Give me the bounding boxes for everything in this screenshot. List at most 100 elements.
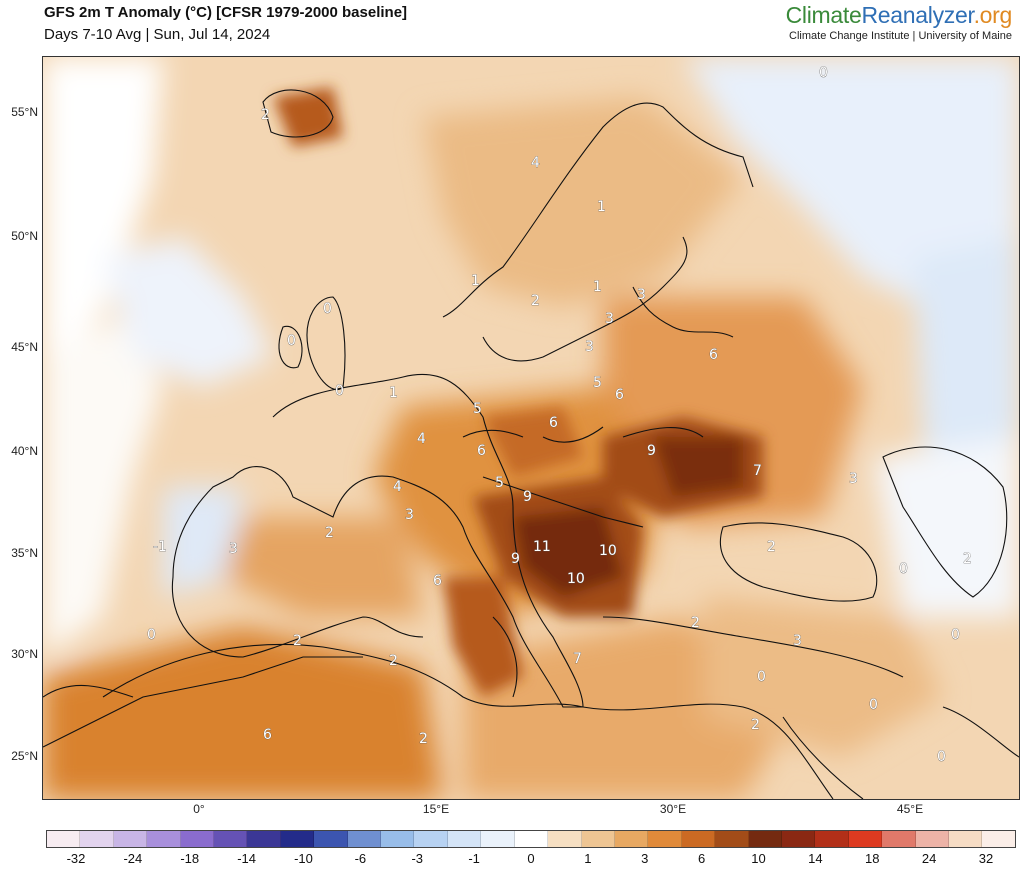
contour-label: 6 (263, 727, 272, 743)
colorbar-swatch (581, 831, 615, 847)
lat-label-55n: 55°N (11, 105, 38, 119)
contour-label: 6 (615, 387, 624, 403)
chart-title: GFS 2m T Anomaly (°C) [CFSR 1979-2000 ba… (44, 4, 408, 21)
contour-label: 5 (473, 401, 482, 417)
brand-part-reanalyzer: Reanalyzer (861, 2, 974, 28)
colorbar-tick-label: 0 (527, 851, 535, 866)
contour-label: 6 (549, 415, 558, 431)
contour-label: 5 (495, 475, 504, 491)
contour-label: 6 (433, 573, 442, 589)
colorbar-tick-label: -3 (411, 851, 424, 866)
colorbar-tick-label: -24 (123, 851, 143, 866)
contour-label: 4 (417, 431, 426, 447)
colorbar-swatch (882, 831, 916, 847)
colorbar-swatch (314, 831, 348, 847)
lat-label-35n: 35°N (11, 546, 38, 560)
contour-label: 1 (471, 273, 480, 289)
colorbar-tick-label: -10 (294, 851, 313, 866)
colorbar-swatch (113, 831, 148, 847)
contour-label: 6 (477, 443, 486, 459)
contour-label: 0 (899, 561, 908, 577)
colorbar-tick-label: -1 (468, 851, 480, 866)
contour-label: 2 (389, 653, 398, 669)
contour-label: 3 (793, 633, 802, 649)
contour-label: 0 (323, 301, 332, 317)
contour-labels: 2 0 0 4 1 1 2 1 0 3 3 0 3 5 6 1 5 6 4 6 … (147, 65, 973, 766)
brand-part-climate: Climate (785, 2, 862, 28)
colorbar-swatch (982, 831, 1015, 847)
colorbar-tick-label: 1 (584, 851, 592, 866)
colorbar-swatch (347, 831, 382, 847)
contour-label: 0 (869, 697, 878, 713)
contour-label: 0 (335, 383, 344, 399)
contour-label: 2 (325, 525, 334, 541)
contour-label: 1 (597, 199, 606, 215)
contour-label: 11 (533, 539, 551, 555)
colorbar-tick-label: -32 (66, 851, 86, 866)
contour-label: 10 (567, 571, 585, 587)
contour-label: 7 (753, 463, 762, 479)
colorbar-tick-label: 18 (865, 851, 880, 866)
contour-label: 0 (951, 627, 960, 643)
colorbar-swatch (280, 831, 315, 847)
anomaly-map: 2 0 0 4 1 1 2 1 0 3 3 0 3 5 6 1 5 6 4 6 … (42, 56, 1020, 800)
colorbar-tick-label: 24 (921, 851, 937, 866)
colorbar-swatch (548, 831, 582, 847)
colorbar-tick-label: -6 (354, 851, 367, 866)
contour-label: 3 (405, 507, 414, 523)
anomaly-map-svg: 2 0 0 4 1 1 2 1 0 3 3 0 3 5 6 1 5 6 4 6 … (43, 57, 1019, 799)
contour-label: 10 (599, 543, 617, 559)
contour-label: 0 (819, 65, 828, 81)
colorbar-swatch (247, 831, 281, 847)
contour-label: 2 (751, 717, 760, 733)
lat-label-50n: 50°N (11, 229, 38, 243)
contour-label: 5 (593, 375, 602, 391)
colorbar-swatch (681, 831, 716, 847)
contour-label: 2 (767, 539, 776, 555)
colorbar-swatch (648, 831, 682, 847)
contour-label: 9 (523, 489, 532, 505)
contour-label: 9 (511, 551, 520, 567)
contour-label: 2 (531, 293, 540, 309)
lon-label-30e: 30°E (659, 802, 687, 816)
contour-label: 2 (419, 731, 428, 747)
contour-label: 3 (585, 339, 594, 355)
colorbar-swatch (715, 831, 749, 847)
colorbar (46, 830, 1016, 848)
colorbar-swatch (481, 831, 515, 847)
lat-label-45n: 45°N (11, 340, 38, 354)
contour-label: 2 (691, 615, 700, 631)
contour-label: 2 (261, 107, 270, 123)
contour-label: 0 (287, 333, 296, 349)
colorbar-tick-label: 6 (698, 851, 706, 866)
lat-label-30n: 30°N (11, 647, 38, 661)
contour-label: 3 (605, 311, 614, 327)
colorbar-swatch (748, 831, 782, 847)
contour-label: 3 (229, 541, 238, 557)
brand-tagline: Climate Change Institute | University of… (789, 30, 1012, 42)
contour-label: 0 (757, 669, 766, 685)
colorbar-tick-label: 14 (808, 851, 823, 866)
colorbar-tick-label: 10 (751, 851, 766, 866)
lat-label-40n: 40°N (11, 444, 38, 458)
colorbar-swatch (381, 831, 415, 847)
colorbar-swatch (414, 831, 448, 847)
colorbar-swatch (80, 831, 114, 847)
colorbar-swatch (781, 831, 816, 847)
brand-part-org: .org (973, 2, 1013, 28)
contour-label: 0 (147, 627, 156, 643)
contour-label: 2 (963, 551, 972, 567)
colorbar-swatch (848, 831, 883, 847)
colorbar-tick-label: -18 (180, 851, 200, 866)
colorbar-swatch (47, 831, 81, 847)
colorbar-tick-label: -14 (237, 851, 257, 866)
lat-label-25n: 25°N (11, 749, 38, 763)
colorbar-tick-label: 3 (641, 851, 649, 866)
colorbar-tick-label: 32 (978, 851, 994, 866)
coastline-outlines (43, 89, 1019, 799)
lon-label-45e: 45°E (896, 802, 924, 816)
colorbar-swatch (614, 831, 649, 847)
colorbar-swatch (514, 831, 549, 847)
brand-logo[interactable]: ClimateReanalyzer.org (785, 2, 1013, 29)
contour-label: 3 (849, 471, 858, 487)
